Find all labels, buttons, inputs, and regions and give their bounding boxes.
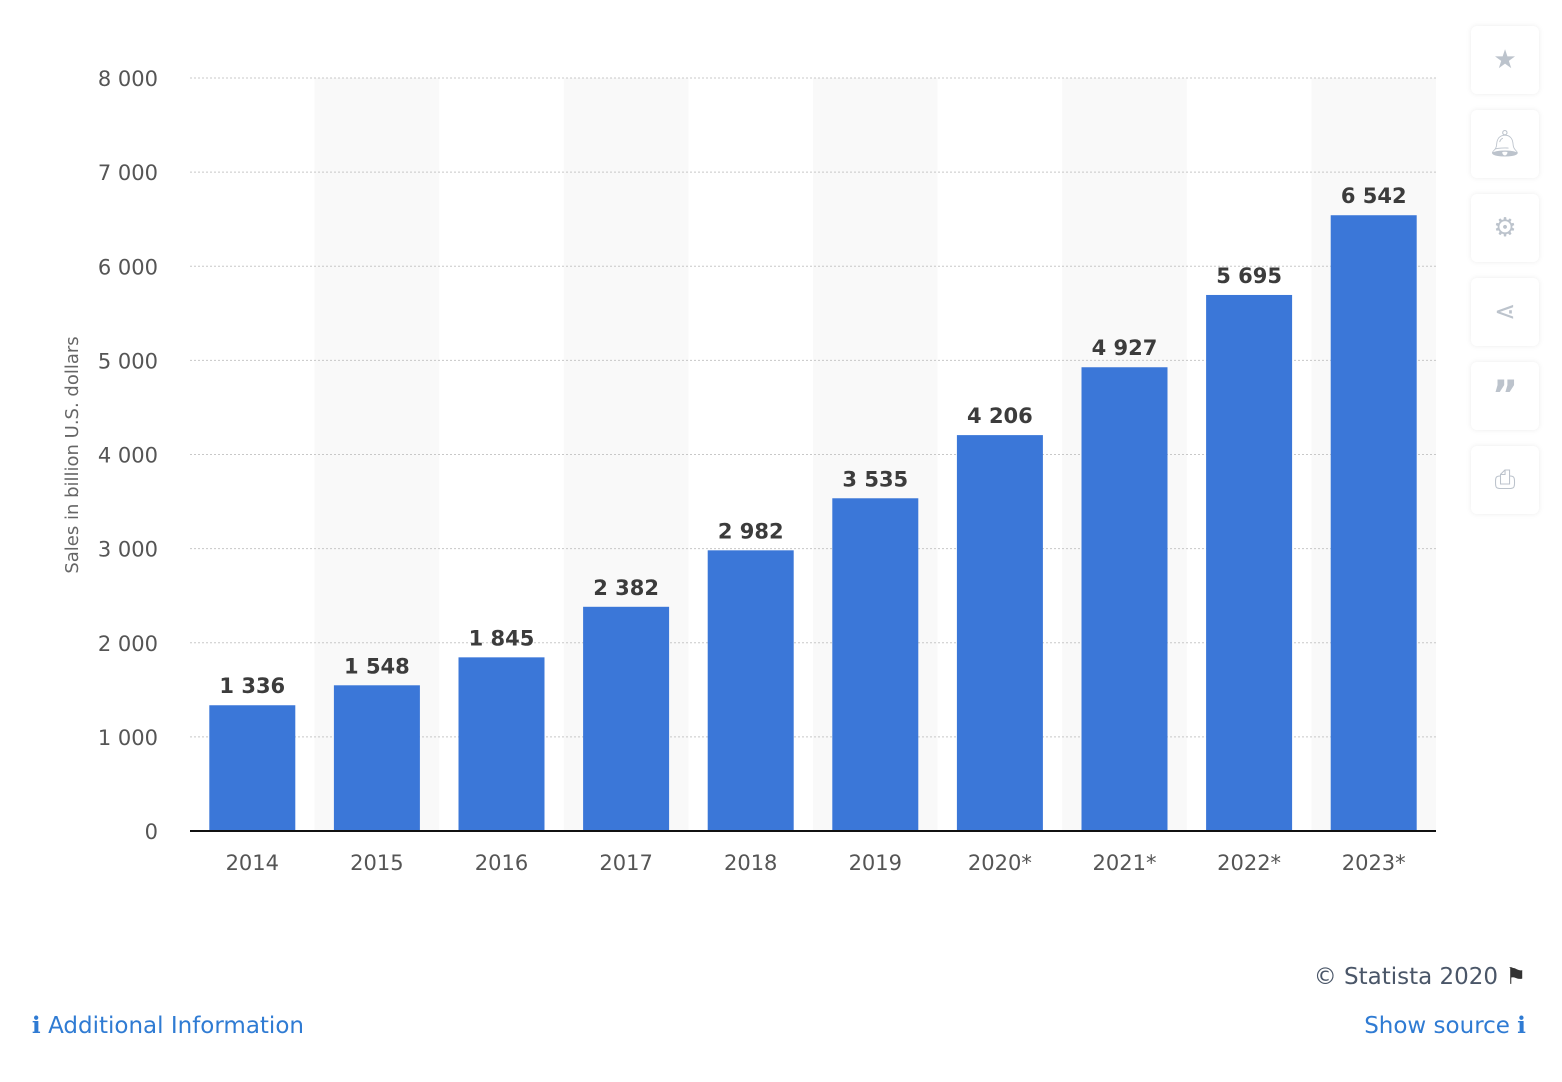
x-tick-label: 2018 bbox=[724, 851, 777, 875]
data-label: 1 336 bbox=[219, 674, 285, 698]
x-tick-label: 2017 bbox=[599, 851, 652, 875]
bar bbox=[956, 435, 1043, 831]
settings-button[interactable]: ⚙ bbox=[1471, 194, 1539, 262]
info-icon: ℹ bbox=[1517, 1013, 1526, 1039]
data-label: 2 982 bbox=[718, 519, 784, 543]
data-label: 5 695 bbox=[1216, 264, 1282, 288]
bar bbox=[333, 685, 420, 831]
y-tick-label: 1 000 bbox=[98, 726, 158, 750]
data-label: 1 548 bbox=[344, 654, 410, 678]
x-tick-label: 2020* bbox=[968, 851, 1032, 875]
bar bbox=[1330, 215, 1417, 831]
y-tick-label: 3 000 bbox=[98, 538, 158, 562]
y-tick-label: 0 bbox=[145, 820, 158, 844]
y-axis-label: Sales in billion U.S. dollars bbox=[62, 336, 83, 573]
y-tick-label: 5 000 bbox=[98, 349, 158, 373]
print-icon: ⎙ bbox=[1494, 464, 1516, 495]
data-label: 4 927 bbox=[1092, 336, 1158, 360]
notification-button[interactable]: 🔔︎ bbox=[1471, 110, 1539, 178]
bar bbox=[707, 550, 794, 831]
bar bbox=[832, 498, 919, 831]
quote-icon: ” bbox=[1491, 373, 1519, 419]
x-tick-label: 2014 bbox=[226, 851, 279, 875]
flag-icon[interactable]: ⚑ bbox=[1505, 964, 1526, 990]
bar bbox=[1206, 294, 1293, 831]
print-button[interactable]: ⎙ bbox=[1471, 446, 1539, 514]
x-tick-label: 2022* bbox=[1217, 851, 1281, 875]
x-tick-label: 2019 bbox=[849, 851, 902, 875]
bar-chart: 0 1 000 2 000 3 000 4 000 5 000 6 000 7 000 8 00… bbox=[62, 67, 1436, 875]
bell-icon: 🔔︎ bbox=[1488, 129, 1522, 159]
x-tick-label: 2023* bbox=[1342, 851, 1406, 875]
copyright: © Statista 2020 ⚑ bbox=[1313, 964, 1526, 990]
y-tick-label: 7 000 bbox=[98, 161, 158, 185]
data-label: 2 382 bbox=[593, 576, 659, 600]
data-label: 4 206 bbox=[967, 404, 1033, 428]
bar bbox=[458, 657, 545, 831]
y-tick-label: 6 000 bbox=[98, 255, 158, 279]
bar bbox=[1081, 367, 1168, 831]
cite-button[interactable]: ” bbox=[1471, 362, 1539, 430]
y-tick-label: 8 000 bbox=[98, 67, 158, 91]
y-tick-label: 4 000 bbox=[98, 444, 158, 468]
x-tick-label: 2015 bbox=[350, 851, 403, 875]
star-icon: ★ bbox=[1493, 45, 1517, 75]
data-label: 1 845 bbox=[469, 626, 535, 650]
gear-icon: ⚙ bbox=[1493, 213, 1517, 243]
bar bbox=[209, 705, 296, 831]
share-icon: ⋖ bbox=[1494, 297, 1516, 327]
data-label: 6 542 bbox=[1341, 184, 1407, 208]
data-label: 3 535 bbox=[842, 467, 908, 491]
additional-information-link[interactable]: ℹ Additional Information bbox=[32, 1013, 304, 1039]
x-tick-label: 2021* bbox=[1093, 851, 1157, 875]
x-tick-label: 2016 bbox=[475, 851, 528, 875]
bar bbox=[583, 606, 670, 831]
y-tick-label: 2 000 bbox=[98, 632, 158, 656]
info-icon: ℹ bbox=[32, 1013, 41, 1039]
show-source-link[interactable]: Show source ℹ bbox=[1364, 1013, 1526, 1039]
favorite-button[interactable]: ★ bbox=[1471, 26, 1539, 94]
share-button[interactable]: ⋖ bbox=[1471, 278, 1539, 346]
